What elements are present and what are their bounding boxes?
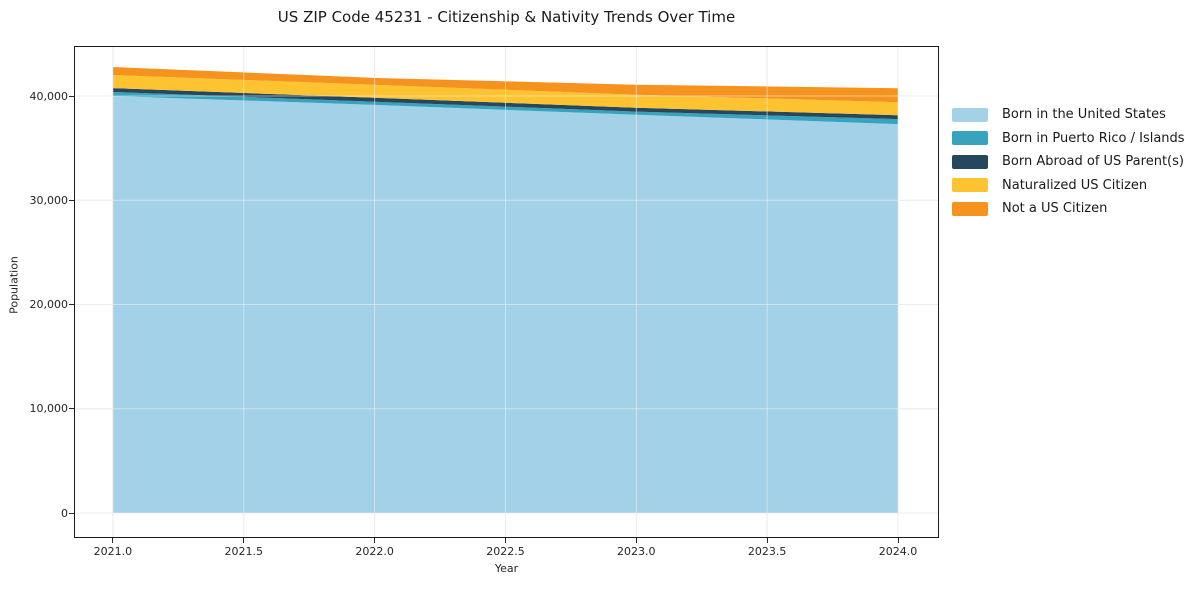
legend-item: Born in the United States <box>952 103 1185 127</box>
x-tick-label: 2024.0 <box>878 545 918 558</box>
x-tick-mark <box>112 538 114 543</box>
x-tick-mark <box>766 538 768 543</box>
legend-item: Naturalized US Citizen <box>952 174 1185 198</box>
chart-title: US ZIP Code 45231 - Citizenship & Nativi… <box>277 8 736 26</box>
y-tick-label: 20,000 <box>29 298 69 311</box>
legend-label: Not a US Citizen <box>1002 201 1108 217</box>
legend-item: Born in Puerto Rico / Islands <box>952 127 1185 151</box>
x-tick-mark <box>374 538 376 543</box>
x-tick-mark <box>505 538 506 543</box>
y-tick-mark <box>69 408 74 410</box>
y-axis-label: Population <box>7 256 21 314</box>
legend: Born in the United States Born in Puerto … <box>952 103 1185 221</box>
x-tick-mark <box>897 538 899 543</box>
y-tick-label: 0 <box>61 506 68 520</box>
y-tick-label: 30,000 <box>29 193 69 207</box>
stacked-area-plot <box>74 46 938 537</box>
legend-swatch-icon <box>952 178 988 193</box>
x-tick-label: 2022.0 <box>355 545 394 558</box>
y-tick-mark <box>69 304 74 305</box>
legend-swatch-icon <box>952 154 988 169</box>
x-tick-mark <box>243 538 245 543</box>
x-tick-label: 2023.5 <box>747 545 787 558</box>
x-axis-label: Year <box>494 562 519 575</box>
legend-label: Born Abroad of US Parent(s) <box>1002 154 1184 170</box>
x-tick-label: 2023.0 <box>617 545 656 558</box>
plot-area <box>73 45 939 538</box>
y-tick-mark <box>69 512 74 514</box>
x-tick-label: 2022.5 <box>486 545 525 558</box>
y-tick-mark <box>69 95 74 97</box>
legend-swatch-icon <box>952 107 988 122</box>
legend-label: Born in Puerto Rico / Islands <box>1002 130 1185 146</box>
legend-item: Not a US Citizen <box>952 197 1185 221</box>
y-tick-label: 10,000 <box>29 402 69 416</box>
legend-swatch-icon <box>952 131 988 146</box>
legend-label: Naturalized US Citizen <box>1002 177 1148 193</box>
legend-label: Born in the United States <box>1002 107 1166 123</box>
y-tick-mark <box>69 199 74 201</box>
x-tick-label: 2021.5 <box>224 545 264 558</box>
x-tick-mark <box>635 538 637 543</box>
y-tick-label: 40,000 <box>29 89 69 103</box>
x-tick-label: 2021.0 <box>93 545 133 558</box>
legend-swatch-icon <box>952 201 988 216</box>
legend-item: Born Abroad of US Parent(s) <box>952 150 1185 174</box>
